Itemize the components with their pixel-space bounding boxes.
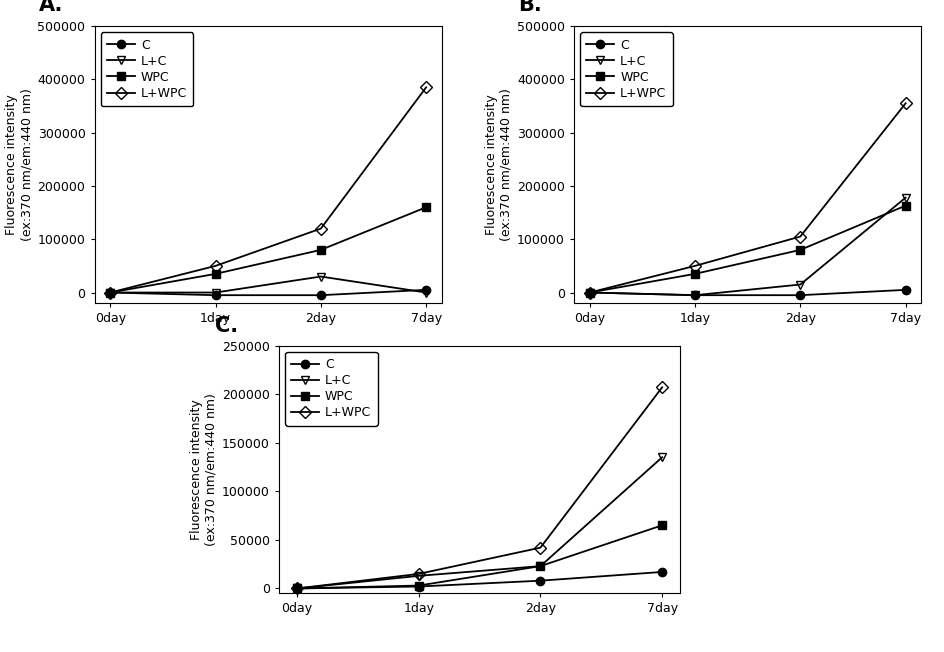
WPC — [794, 246, 805, 254]
L+WPC — [899, 100, 910, 108]
WPC — [413, 582, 424, 589]
L+WPC — [534, 544, 546, 552]
L+WPC — [688, 262, 700, 270]
Legend: C, L+C, WPC, L+WPC: C, L+C, WPC, L+WPC — [101, 33, 193, 106]
C — [583, 289, 595, 297]
Legend: C, L+C, WPC, L+WPC: C, L+C, WPC, L+WPC — [580, 33, 672, 106]
C — [291, 585, 302, 593]
L+C — [794, 280, 805, 288]
WPC — [583, 289, 595, 297]
L+WPC — [413, 570, 424, 578]
L+C — [583, 289, 595, 297]
C — [105, 289, 116, 297]
Y-axis label: Fluorescence intensity
(ex:370 nm/em:440 nm): Fluorescence intensity (ex:370 nm/em:440… — [6, 88, 33, 241]
Line: L+WPC: L+WPC — [293, 383, 666, 593]
WPC — [420, 203, 431, 211]
L+C — [413, 572, 424, 580]
L+C — [420, 289, 431, 297]
L+C — [899, 194, 910, 201]
WPC — [688, 270, 700, 278]
L+WPC — [583, 289, 595, 297]
L+C — [688, 291, 700, 299]
Line: C: C — [293, 568, 666, 593]
L+C — [315, 273, 327, 280]
L+WPC — [105, 289, 116, 297]
Text: A.: A. — [39, 0, 63, 15]
WPC — [210, 270, 221, 278]
WPC — [656, 522, 667, 529]
L+WPC — [291, 585, 302, 593]
Line: WPC: WPC — [106, 203, 430, 297]
WPC — [534, 562, 546, 570]
L+C — [656, 453, 667, 461]
Line: L+C: L+C — [585, 194, 909, 299]
C — [413, 583, 424, 591]
Line: L+C: L+C — [293, 453, 666, 593]
C — [420, 286, 431, 294]
L+C — [534, 562, 546, 570]
Text: C.: C. — [214, 316, 237, 336]
C — [688, 291, 700, 299]
WPC — [105, 289, 116, 297]
L+WPC — [210, 262, 221, 270]
C — [534, 577, 546, 585]
Line: L+C: L+C — [106, 273, 430, 297]
L+C — [105, 289, 116, 297]
WPC — [315, 246, 327, 254]
WPC — [291, 585, 302, 593]
Line: WPC: WPC — [585, 201, 909, 297]
L+WPC — [315, 225, 327, 233]
Line: WPC: WPC — [293, 521, 666, 593]
L+WPC — [794, 233, 805, 241]
C — [656, 568, 667, 576]
L+WPC — [420, 83, 431, 91]
Line: C: C — [585, 286, 909, 299]
Legend: C, L+C, WPC, L+WPC: C, L+C, WPC, L+WPC — [285, 352, 377, 426]
Line: L+WPC: L+WPC — [585, 99, 909, 297]
C — [899, 286, 910, 294]
Line: C: C — [106, 286, 430, 299]
C — [794, 291, 805, 299]
C — [210, 291, 221, 299]
Text: B.: B. — [518, 0, 542, 15]
L+WPC — [656, 383, 667, 391]
Y-axis label: Fluorescence intensity
(ex:370 nm/em:440 nm): Fluorescence intensity (ex:370 nm/em:440… — [190, 393, 217, 546]
WPC — [899, 201, 910, 209]
C — [315, 291, 327, 299]
L+C — [291, 585, 302, 593]
Y-axis label: Fluorescence intensity
(ex:370 nm/em:440 nm): Fluorescence intensity (ex:370 nm/em:440… — [484, 88, 513, 241]
Line: L+WPC: L+WPC — [106, 83, 430, 297]
L+C — [210, 289, 221, 297]
